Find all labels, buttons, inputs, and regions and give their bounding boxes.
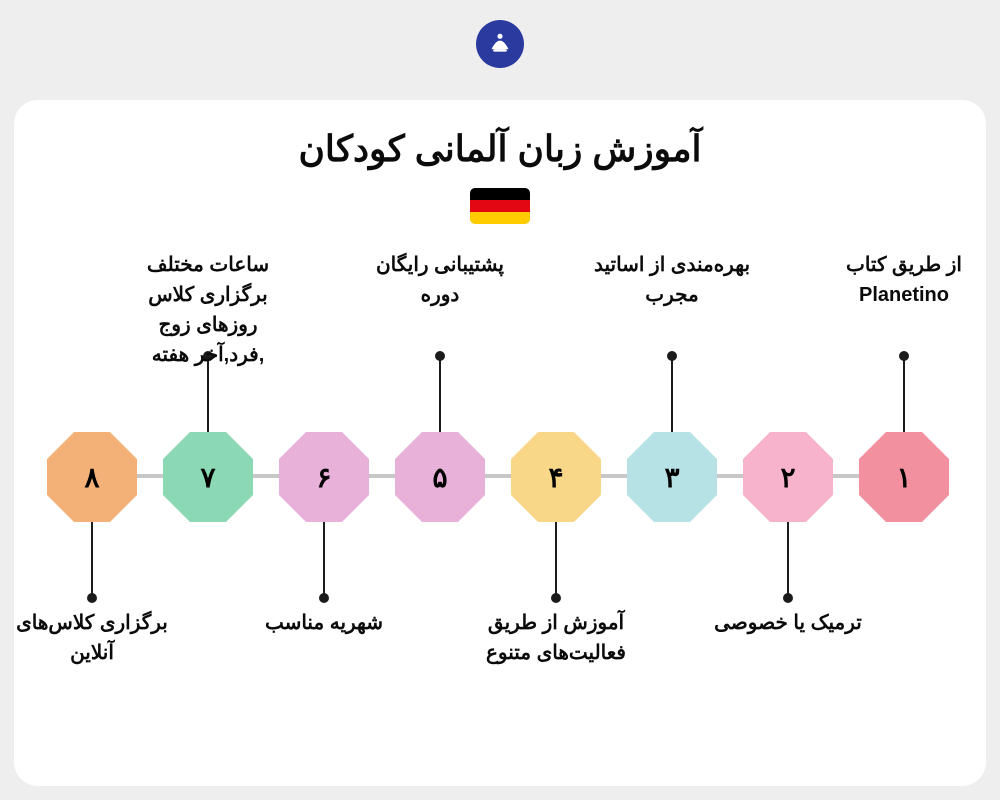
timeline-dot — [87, 593, 97, 603]
timeline-node-label: از طریق کتاب Planetino — [819, 250, 989, 310]
timeline-node: ۱ — [859, 432, 949, 522]
flag-stripe — [470, 188, 530, 200]
timeline-stem — [903, 356, 905, 432]
timeline-dot — [435, 351, 445, 361]
timeline-dot — [783, 593, 793, 603]
timeline-node-label: آموزش از طریق فعالیت‌های متنوع — [471, 608, 641, 668]
timeline-dot — [551, 593, 561, 603]
timeline-node: ۷ — [163, 432, 253, 522]
timeline-node: ۴ — [511, 432, 601, 522]
timeline-stem — [787, 522, 789, 598]
timeline-dot — [899, 351, 909, 361]
timeline-node-number: ۱ — [859, 432, 949, 522]
timeline-node-number: ۲ — [743, 432, 833, 522]
timeline-node: ۶ — [279, 432, 369, 522]
timeline-dot — [319, 593, 329, 603]
flag-stripe — [470, 200, 530, 212]
timeline-node: ۳ — [627, 432, 717, 522]
germany-flag-icon — [470, 188, 530, 224]
timeline-node-number: ۳ — [627, 432, 717, 522]
timeline-node-label: شهریه مناسب — [239, 608, 409, 638]
timeline-node-number: ۵ — [395, 432, 485, 522]
brand-logo — [476, 20, 524, 68]
timeline-stem — [439, 356, 441, 432]
timeline-node-label: ساعات مختلف برگزاری کلاس روزهای زوج ,فرد… — [123, 250, 293, 370]
timeline-node-number: ۶ — [279, 432, 369, 522]
timeline-node-label: برگزاری کلاس‌های آنلاین — [7, 608, 177, 668]
timeline-stem — [671, 356, 673, 432]
page-title: آموزش زبان آلمانی کودکان — [14, 128, 986, 170]
timeline-stem — [555, 522, 557, 598]
timeline-node: ۵ — [395, 432, 485, 522]
timeline-node: ۸ — [47, 432, 137, 522]
timeline-node-number: ۷ — [163, 432, 253, 522]
timeline-node-number: ۸ — [47, 432, 137, 522]
infographic-card: آموزش زبان آلمانی کودکان ۱ از طریق کتاب P… — [14, 100, 986, 786]
timeline-node-label: بهره‌مندی از اساتید مجرب — [587, 250, 757, 310]
timeline-dot — [667, 351, 677, 361]
globe-icon — [483, 27, 517, 61]
timeline-stem — [323, 522, 325, 598]
timeline-stem — [91, 522, 93, 598]
timeline-node-number: ۴ — [511, 432, 601, 522]
timeline-node-label: پشتیبانی رایگان دوره — [355, 250, 525, 310]
flag-stripe — [470, 212, 530, 224]
timeline-node: ۲ — [743, 432, 833, 522]
timeline-node-label: ترمیک یا خصوصی — [703, 608, 873, 638]
